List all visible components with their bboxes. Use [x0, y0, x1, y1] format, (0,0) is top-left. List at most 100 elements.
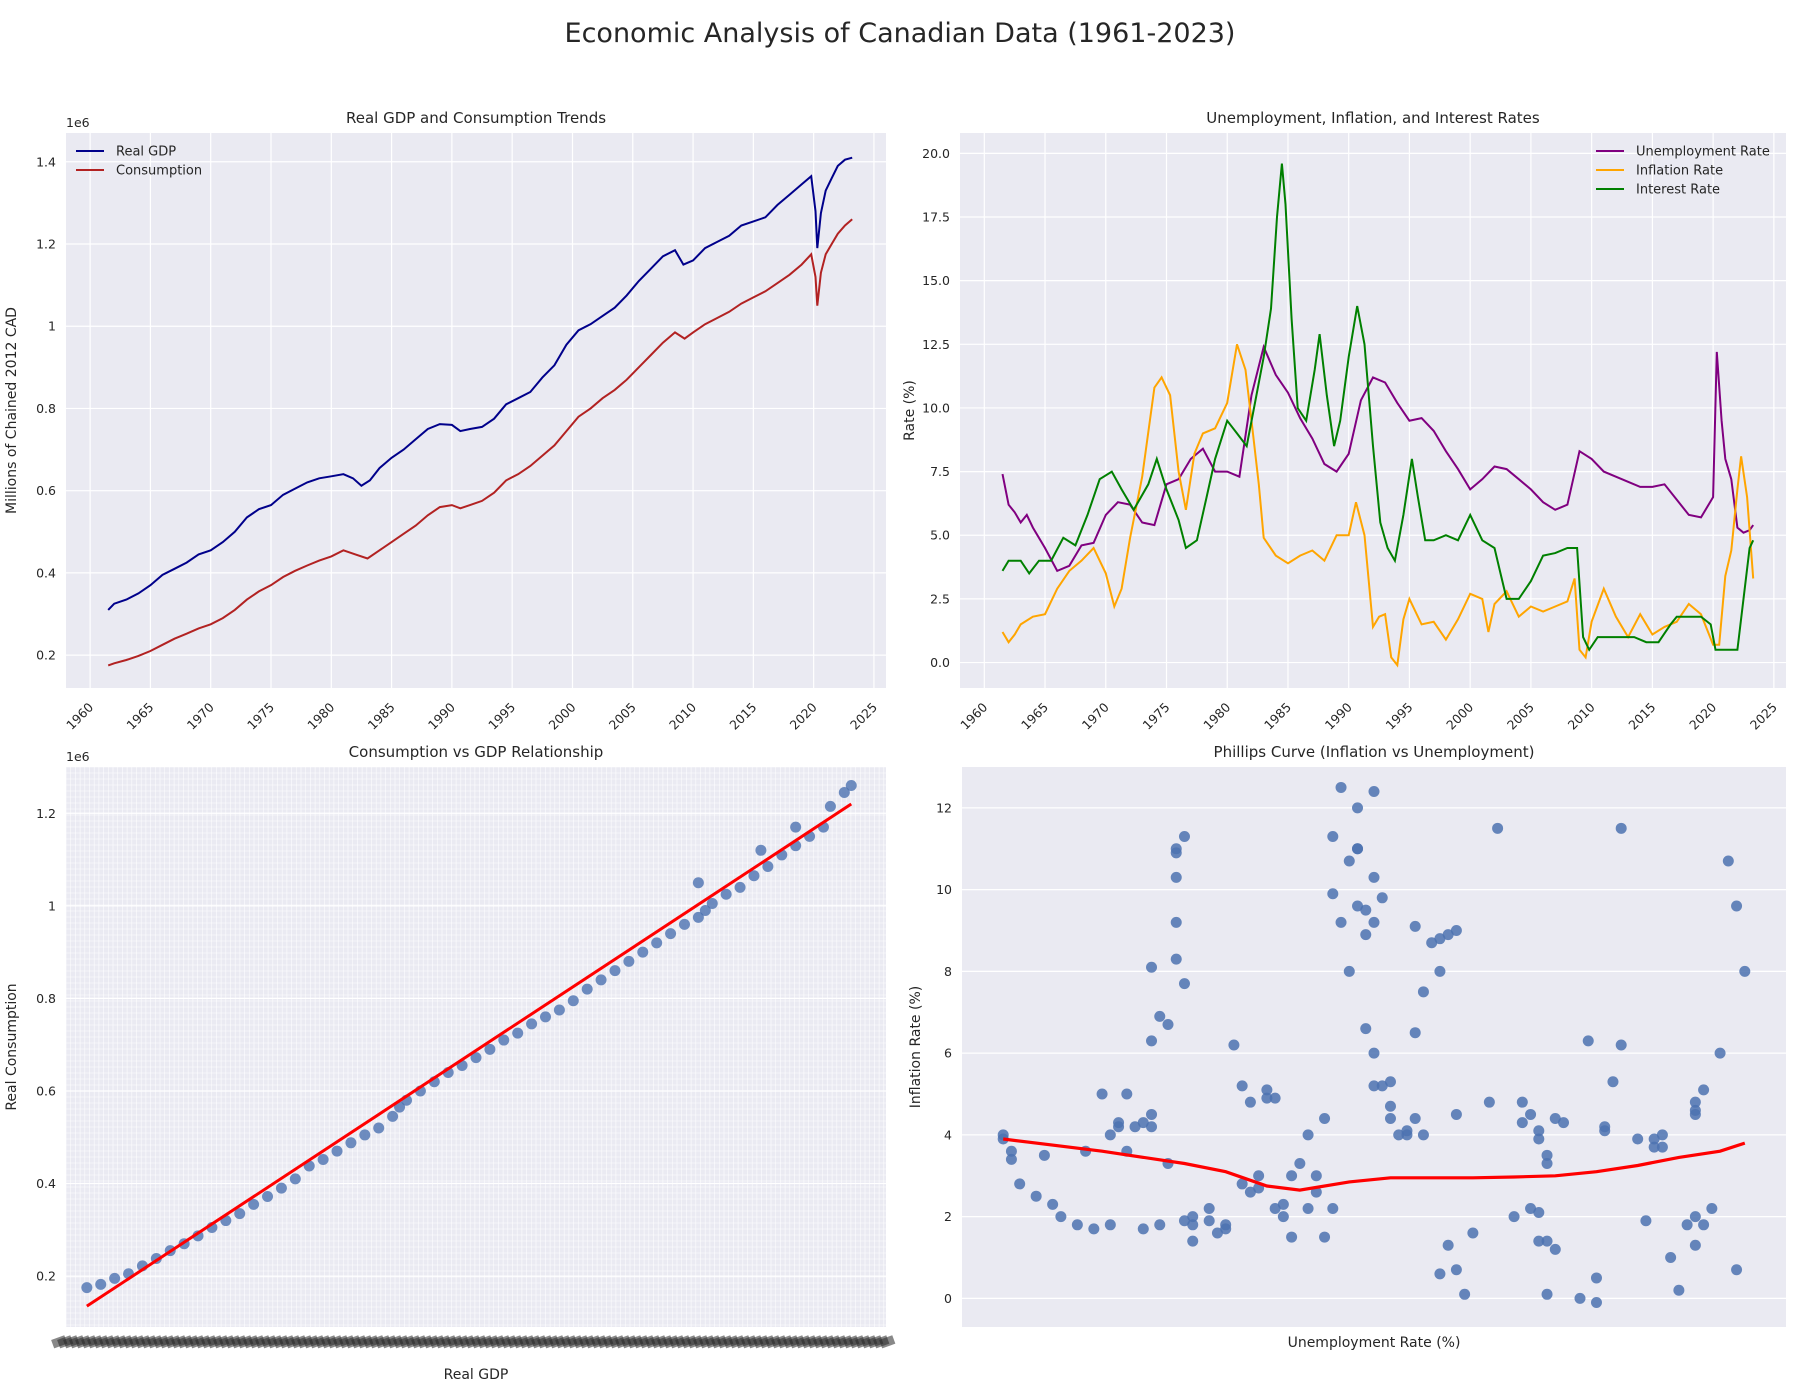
scatter-point — [1689, 1239, 1701, 1251]
scatter-point — [1648, 1141, 1660, 1153]
scatter-point — [1178, 1215, 1190, 1227]
scatter-point — [1516, 1096, 1528, 1108]
scatter-point — [1689, 1211, 1701, 1223]
y-axis-label: Inflation Rate (%) — [908, 986, 924, 1108]
scatter-point — [234, 1208, 246, 1220]
x-tick-label: 1995 — [1382, 700, 1415, 733]
scatter-point — [1014, 1178, 1026, 1190]
y-tick-label: 12 — [936, 800, 952, 815]
scatter-point — [678, 918, 690, 930]
scatter-point — [1360, 1023, 1372, 1035]
x-tick-label: 2010 — [1565, 699, 1598, 732]
y-axis-label: Rate (%) — [902, 380, 918, 441]
scatter-point — [1286, 1170, 1298, 1182]
scatter-point — [1689, 1104, 1701, 1116]
y-tick-label: 15.0 — [922, 273, 950, 288]
x-tick-label: 2015 — [726, 700, 759, 733]
scatter-point — [1533, 1207, 1545, 1219]
scatter-point — [1005, 1145, 1017, 1157]
scatter-point — [1187, 1211, 1199, 1223]
y-tick-label: 0.0 — [930, 655, 950, 670]
scatter-point — [1467, 1227, 1479, 1239]
scatter-point — [275, 1182, 287, 1194]
scatter-point — [1286, 1231, 1298, 1243]
scatter-point — [1146, 961, 1158, 973]
scatter-point — [1137, 1223, 1149, 1235]
legend-label: Consumption — [116, 164, 202, 179]
scatter-point — [1442, 929, 1454, 941]
x-tick-label: 2000 — [1443, 699, 1476, 732]
x-axis-label: Real GDP — [444, 1367, 509, 1383]
scatter-point — [637, 946, 649, 958]
y-tick-label: 0.4 — [36, 565, 56, 580]
scatter-point — [1706, 1202, 1718, 1214]
scatter-point — [1409, 1113, 1421, 1125]
scatter-point — [81, 1282, 93, 1294]
x-tick-label: 1975 — [1140, 700, 1173, 733]
scatter-point — [1607, 1076, 1619, 1088]
scatter-point — [1220, 1219, 1232, 1231]
scatter-point — [997, 1133, 1009, 1145]
x-tick-label: 1965 — [1018, 700, 1051, 733]
scatter-point — [692, 877, 704, 889]
scatter-point — [1434, 965, 1446, 977]
x-tick-label: 1970 — [184, 699, 217, 732]
panel-title: Phillips Curve (Inflation vs Unemploymen… — [1214, 743, 1535, 761]
scatter-point — [1384, 1076, 1396, 1088]
scatter-point — [1376, 892, 1388, 904]
scatter-point — [790, 821, 802, 833]
scatter-point — [1203, 1215, 1215, 1227]
y-tick-label: 0.6 — [36, 483, 56, 498]
y-tick-label: 2 — [944, 1209, 952, 1224]
scatter-point — [1508, 1211, 1520, 1223]
scatter-point — [720, 888, 732, 900]
scatter-point — [95, 1278, 107, 1290]
scatter-point — [1154, 1219, 1166, 1231]
scatter-point — [1104, 1219, 1116, 1231]
scatter-point — [1228, 1039, 1240, 1051]
scatter-point — [1450, 925, 1462, 937]
scatter-point — [1277, 1211, 1289, 1223]
y-axis-label: Millions of Chained 2012 CAD — [4, 307, 20, 514]
scatter-point — [1319, 1231, 1331, 1243]
scatter-point — [1170, 953, 1182, 965]
scatter-point — [1129, 1121, 1141, 1133]
x-tick-label: 2020 — [787, 699, 820, 732]
scatter-point — [734, 881, 746, 893]
scatter-point — [1590, 1296, 1602, 1308]
scatter-point — [1417, 1129, 1429, 1141]
scatter-point — [345, 1137, 357, 1149]
y-tick-label: 0.8 — [36, 401, 56, 416]
scatter-point — [1269, 1202, 1281, 1214]
y-tick-label: 0.8 — [36, 991, 56, 1006]
scatter-point — [1360, 929, 1372, 941]
scatter-point — [373, 1122, 385, 1134]
scatter-point — [651, 937, 663, 949]
scatter-point — [1170, 847, 1182, 859]
x-tick-label: 2000 — [545, 699, 578, 732]
x-tick-label: 1980 — [1200, 699, 1233, 732]
x-tick-label: 2025 — [847, 700, 880, 733]
y-tick-label: 0.2 — [36, 648, 56, 663]
scatter-point — [1533, 1125, 1545, 1137]
scatter-point — [1640, 1215, 1652, 1227]
x-tick-label: 2010 — [666, 699, 699, 732]
scatter-point — [1673, 1284, 1685, 1296]
scatter-point — [1714, 1047, 1726, 1059]
scatter-point — [1615, 822, 1627, 834]
scatter-point — [1047, 1198, 1059, 1210]
scatter-point — [1277, 1198, 1289, 1210]
scatter-point — [1005, 1153, 1017, 1165]
x-tick-label: 2020 — [1686, 699, 1719, 732]
scatter-point — [595, 974, 607, 986]
scatter-point — [1632, 1133, 1644, 1145]
scatter-point — [1525, 1108, 1537, 1120]
scatter-point — [1352, 802, 1364, 814]
scatter-point — [1615, 1039, 1627, 1051]
scatter-point — [824, 800, 836, 812]
scatter-point — [1442, 1239, 1454, 1251]
scatter-point — [1739, 965, 1751, 977]
scatter-point — [1731, 1264, 1743, 1276]
scatter-point — [512, 1027, 524, 1039]
scatter-point — [1393, 1129, 1405, 1141]
